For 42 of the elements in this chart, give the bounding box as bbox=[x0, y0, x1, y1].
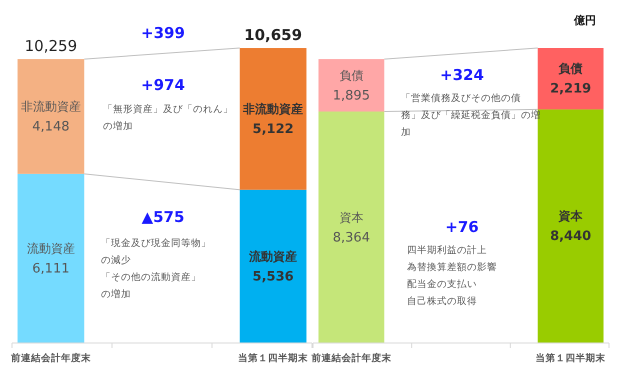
annotation: 為替換算差額の影響 bbox=[407, 261, 497, 273]
data-label: 6,111 bbox=[32, 261, 70, 276]
bar bbox=[538, 48, 604, 110]
data-label: 8,364 bbox=[332, 230, 370, 246]
annotation: +974 bbox=[141, 76, 185, 94]
bar bbox=[18, 59, 84, 174]
annotation: 「その他の流動資産」の増加 bbox=[101, 271, 201, 300]
bar bbox=[318, 59, 384, 112]
annotation: 自己株式の取得 bbox=[407, 295, 477, 307]
annotation: ▲575 bbox=[142, 208, 184, 226]
text: 流動資産 bbox=[249, 249, 298, 264]
annotation: 四半期利益の計上 bbox=[407, 244, 487, 256]
bar bbox=[318, 112, 384, 343]
total-label: 10,259 bbox=[24, 37, 78, 56]
series-label: 非流動資産 bbox=[20, 99, 81, 114]
data-label: 2,219 bbox=[550, 82, 592, 97]
text: 非流動資産 bbox=[243, 102, 304, 116]
data-label: 4,148 bbox=[32, 119, 70, 134]
annotation: 配当金の支払い bbox=[407, 278, 477, 290]
bar bbox=[18, 174, 84, 343]
data-label: 1,895 bbox=[332, 88, 370, 104]
data-label: 5,122 bbox=[252, 122, 294, 137]
text: 資本 bbox=[558, 209, 583, 224]
x-tick-label: 前連結会計年度末 bbox=[10, 352, 92, 364]
annotation: 「現金及び現金同等物」の減少 bbox=[101, 237, 211, 266]
text: +399 bbox=[141, 24, 185, 42]
x-tick-label: 前連結会計年度末 bbox=[310, 352, 392, 364]
text: 負債 bbox=[558, 62, 583, 76]
x-tick-label: 当第１四半期末 bbox=[238, 352, 310, 364]
text: 億円 bbox=[573, 14, 596, 27]
data-label: 8,440 bbox=[550, 229, 592, 244]
x-tick-label: 当第１四半期末 bbox=[536, 352, 607, 364]
bar bbox=[240, 190, 306, 343]
bar bbox=[240, 48, 306, 190]
series-label: 流動資産 bbox=[26, 241, 75, 256]
annotation: +324 bbox=[440, 66, 484, 84]
data-label: 5,536 bbox=[252, 269, 294, 284]
annotation: 「無形資産」及び「のれん」の増加 bbox=[103, 103, 233, 132]
series-label: 負債 bbox=[339, 68, 364, 82]
annotation: +76 bbox=[445, 218, 479, 236]
total-label: 10,659 bbox=[244, 26, 302, 44]
series-label: 資本 bbox=[339, 210, 364, 224]
